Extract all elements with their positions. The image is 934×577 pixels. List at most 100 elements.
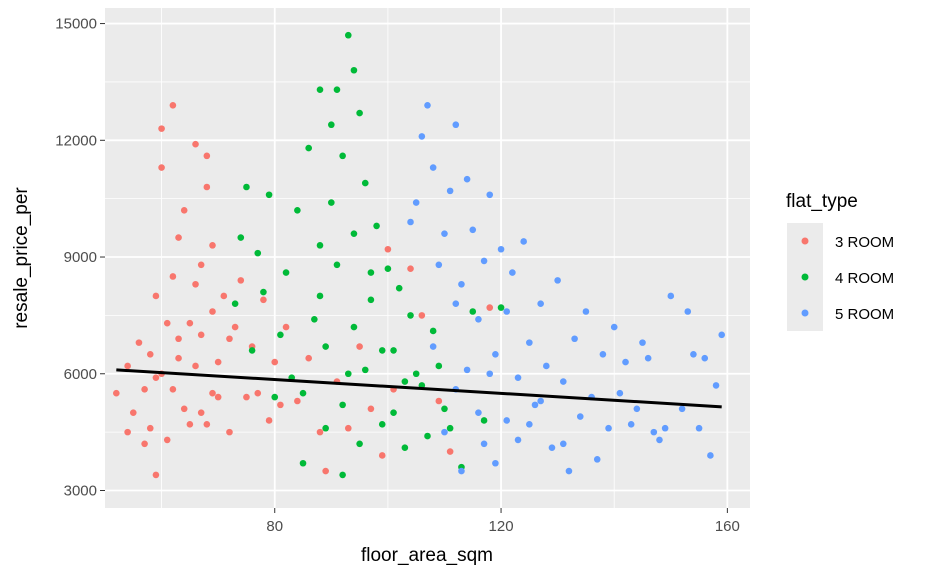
point-3-room: [435, 397, 443, 405]
point-5-room: [644, 354, 652, 362]
point-3-room: [129, 409, 137, 416]
point-5-room: [610, 323, 618, 331]
point-4-room: [299, 459, 307, 467]
point-3-room: [231, 323, 239, 331]
y-axis-ticks: 3000 6000 9000 12000 15000: [55, 16, 105, 499]
point-5-room: [469, 226, 477, 234]
point-5-room: [492, 351, 499, 358]
point-5-room: [486, 191, 494, 199]
point-5-room: [503, 417, 511, 424]
point-5-room: [537, 300, 544, 308]
grid-major: [105, 8, 750, 508]
point-3-room: [226, 428, 233, 436]
point-5-room: [458, 467, 465, 475]
point-5-room: [441, 230, 448, 237]
point-3-room: [197, 331, 205, 339]
point-4-room: [435, 362, 443, 370]
point-5-room: [678, 405, 686, 413]
y-tick-label: 15000: [55, 16, 97, 33]
point-4-room: [350, 66, 358, 74]
point-5-room: [690, 351, 697, 358]
point-5-room: [497, 245, 505, 253]
point-5-room: [684, 308, 692, 315]
point-3-room: [203, 421, 211, 428]
point-4-room: [322, 343, 329, 350]
point-5-room: [543, 362, 550, 370]
point-3-room: [152, 471, 160, 479]
point-3-room: [175, 234, 182, 241]
point-4-room: [333, 86, 341, 94]
point-3-room: [146, 424, 154, 432]
legend-label-4-room: 4 ROOM: [835, 270, 894, 287]
point-3-room: [152, 374, 160, 381]
point-3-room: [214, 358, 222, 366]
point-3-room: [260, 296, 267, 304]
point-4-room: [282, 269, 290, 276]
point-3-room: [180, 405, 188, 413]
point-3-room: [124, 362, 131, 370]
point-3-room: [152, 292, 160, 300]
point-3-room: [158, 164, 165, 171]
legend: flat_type 3 ROOM 4 ROOM 5 ROOM: [786, 191, 894, 331]
point-3-room: [418, 312, 426, 319]
point-3-room: [384, 245, 392, 253]
point-5-room: [429, 343, 437, 350]
point-4-room: [390, 409, 397, 416]
y-tick-label: 9000: [64, 249, 97, 266]
point-5-room: [435, 261, 443, 269]
point-5-room: [712, 382, 720, 389]
legend-key-3-room: [801, 237, 809, 245]
point-4-room: [316, 86, 324, 94]
point-5-room: [627, 421, 635, 428]
point-5-room: [441, 428, 448, 436]
point-4-room: [344, 31, 352, 39]
point-3-room: [243, 393, 250, 401]
point-4-room: [271, 393, 279, 401]
point-4-room: [344, 370, 352, 378]
point-5-room: [412, 199, 420, 206]
point-4-room: [356, 440, 363, 448]
point-3-room: [163, 319, 171, 327]
point-4-room: [373, 222, 380, 230]
point-3-room: [186, 421, 194, 428]
point-3-room: [226, 335, 233, 343]
point-4-room: [401, 378, 409, 385]
point-4-room: [339, 471, 346, 479]
point-5-room: [718, 331, 726, 339]
point-5-room: [576, 413, 584, 420]
y-tick-label: 6000: [64, 366, 97, 383]
point-4-room: [339, 152, 346, 160]
point-3-room: [209, 308, 216, 315]
point-5-room: [701, 354, 709, 362]
point-3-room: [378, 452, 386, 459]
point-4-room: [378, 421, 386, 428]
point-3-room: [277, 401, 284, 409]
point-3-room: [344, 424, 352, 432]
point-3-room: [192, 280, 199, 288]
point-3-room: [203, 152, 211, 160]
point-5-room: [599, 351, 607, 358]
point-5-room: [514, 374, 522, 381]
point-5-room: [452, 121, 460, 129]
point-4-room: [429, 327, 437, 335]
point-4-room: [350, 323, 358, 331]
point-4-room: [254, 249, 262, 257]
point-3-room: [214, 393, 222, 401]
point-4-room: [328, 121, 335, 129]
point-3-room: [169, 101, 177, 109]
panel-background: [105, 8, 750, 508]
point-4-room: [469, 308, 477, 315]
point-5-room: [593, 456, 601, 463]
point-4-room: [356, 109, 363, 117]
point-5-room: [605, 424, 612, 432]
point-5-room: [554, 277, 561, 284]
point-5-room: [458, 280, 465, 288]
point-4-room: [497, 304, 505, 311]
point-4-room: [311, 315, 318, 323]
point-4-room: [378, 347, 386, 354]
point-4-room: [277, 331, 284, 339]
point-3-room: [282, 323, 290, 331]
point-4-room: [390, 347, 397, 354]
point-5-room: [571, 335, 578, 343]
point-4-room: [339, 401, 346, 409]
